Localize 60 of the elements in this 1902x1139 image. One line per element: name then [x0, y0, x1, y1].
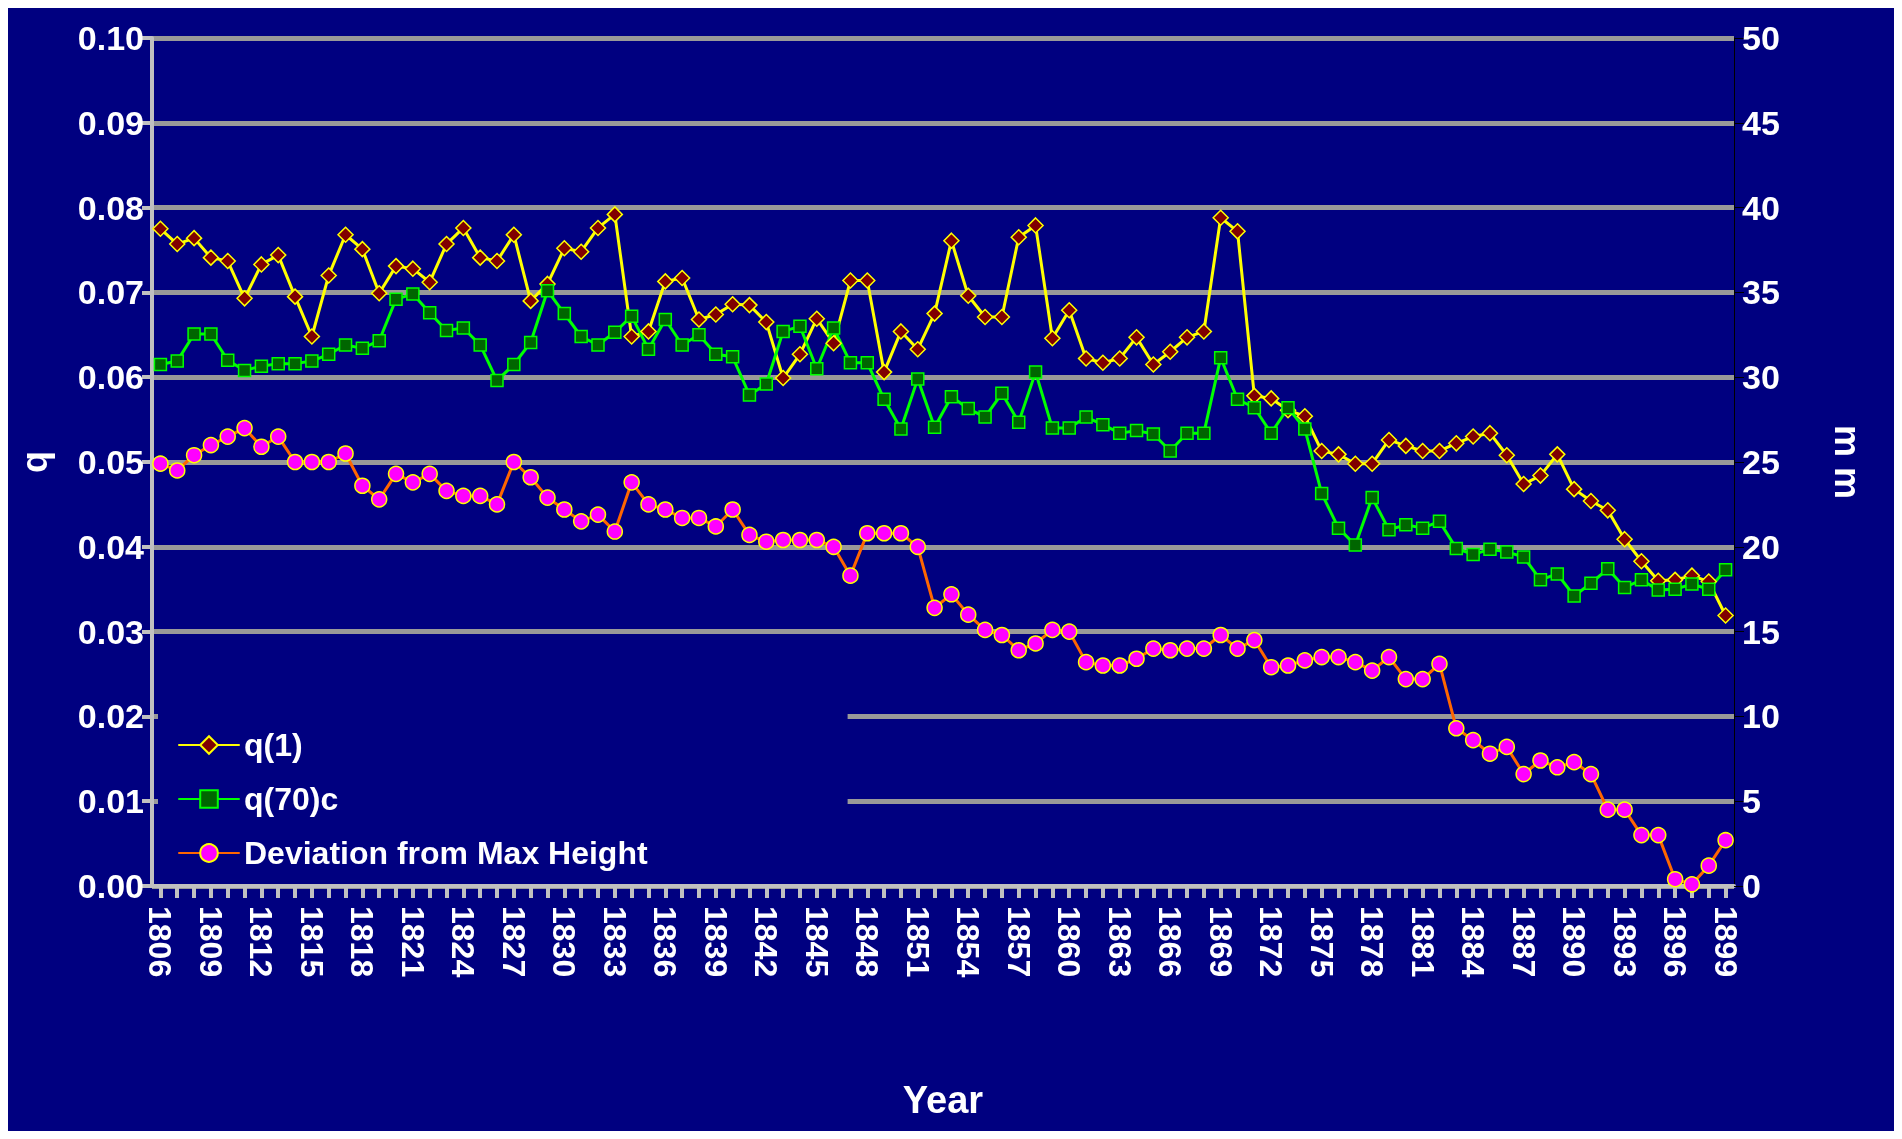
y2-tick-label: 25 — [1742, 443, 1780, 481]
x-tick-label: 1845 — [798, 906, 835, 978]
x-tick-label: 1809 — [192, 906, 229, 978]
x-tick-label: 1854 — [950, 906, 987, 978]
x-tick-label: 1842 — [748, 906, 785, 978]
x-tick-label: 1815 — [293, 906, 330, 978]
y-tick-label: 0.08 — [77, 188, 144, 227]
x-tick-label: 1833 — [596, 906, 633, 978]
x-tick-label: 1848 — [849, 906, 886, 978]
y2-tick-label: 30 — [1742, 358, 1780, 397]
y-tick-label: 0.10 — [77, 19, 144, 57]
y2-tick-label: 15 — [1742, 612, 1780, 651]
x-tick-label: 1899 — [1707, 906, 1744, 978]
y2-tick-label: 50 — [1742, 19, 1780, 57]
x-tick-label: 1857 — [1000, 906, 1037, 978]
y2-axis-title: m m — [1826, 424, 1868, 500]
y2-tick-label: 45 — [1742, 103, 1780, 142]
x-tick-label: 1893 — [1606, 906, 1643, 978]
x-tick-label: 1818 — [344, 906, 381, 978]
y-tick-label: 0.03 — [77, 612, 144, 651]
y-tick-label: 0.06 — [77, 358, 144, 397]
legend-label: Deviation from Max Height — [244, 835, 648, 871]
x-tick-label: 1812 — [243, 906, 280, 978]
x-tick-label: 1830 — [546, 906, 583, 978]
y-tick-label: 0.01 — [77, 782, 144, 821]
y-tick-label: 0.07 — [77, 273, 144, 312]
x-tick-label: 1827 — [495, 906, 532, 978]
y2-tick-label: 20 — [1742, 527, 1780, 566]
x-tick-label: 1890 — [1556, 906, 1593, 978]
x-tick-label: 1884 — [1455, 906, 1492, 978]
x-tick-label: 1863 — [1101, 906, 1138, 978]
y-axis-title: q — [13, 451, 55, 473]
x-tick-label: 1839 — [697, 906, 734, 978]
x-axis-title: Year — [902, 1079, 984, 1121]
x-tick-label: 1860 — [1051, 906, 1088, 978]
y2-tick-label: 40 — [1742, 188, 1780, 227]
y2-tick-label: 0 — [1742, 867, 1761, 905]
x-tick-label: 1806 — [142, 906, 179, 978]
x-tick-label: 1824 — [445, 906, 482, 978]
y2-tick-label: 35 — [1742, 273, 1780, 312]
legend-label: q(1) — [244, 727, 303, 763]
x-tick-label: 1878 — [1354, 906, 1391, 978]
legend-label: q(70)c — [244, 781, 339, 817]
y2-tick-label: 5 — [1742, 782, 1761, 821]
y-tick-label: 0.02 — [77, 697, 144, 736]
y2-tick-label: 10 — [1742, 697, 1780, 736]
y-tick-label: 0.00 — [77, 867, 144, 905]
x-tick-label: 1881 — [1404, 906, 1441, 978]
x-tick-label: 1875 — [1303, 906, 1340, 978]
x-tick-label: 1887 — [1505, 906, 1542, 978]
y-tick-label: 0.05 — [77, 443, 144, 481]
x-tick-label: 1821 — [394, 906, 431, 978]
x-tick-label: 1836 — [647, 906, 684, 978]
y-tick-label: 0.04 — [77, 527, 145, 566]
x-tick-label: 1872 — [1253, 906, 1290, 978]
x-tick-label: 1866 — [1152, 906, 1189, 978]
x-tick-label: 1851 — [899, 906, 936, 978]
x-tick-label: 1896 — [1657, 906, 1694, 978]
y-tick-label: 0.09 — [77, 103, 144, 142]
x-tick-label: 1869 — [1202, 906, 1239, 978]
